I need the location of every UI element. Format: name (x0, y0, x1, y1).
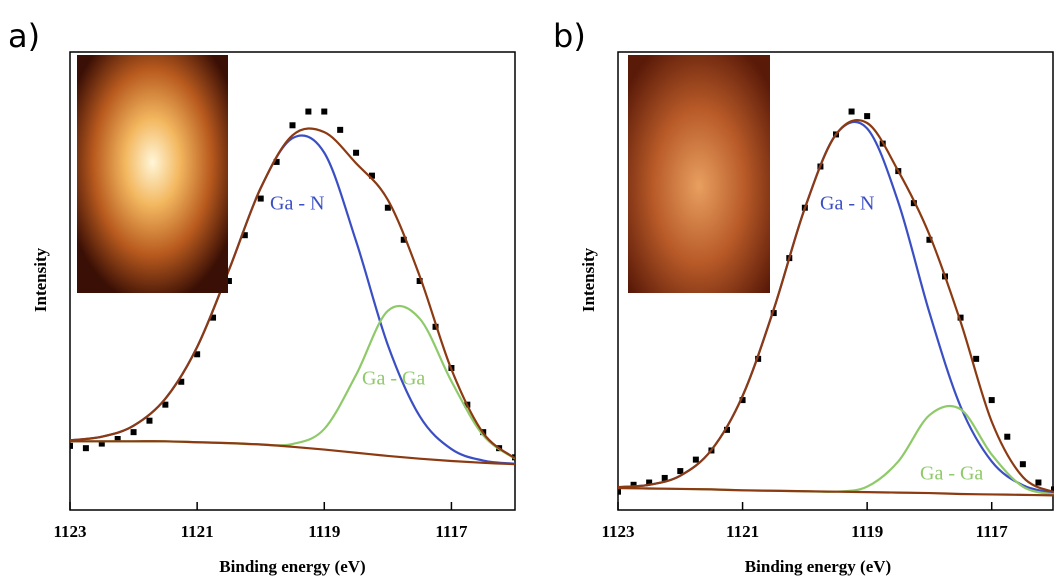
x-tick-label: 1121 (181, 522, 214, 541)
data-point (770, 310, 777, 317)
data-point (1035, 479, 1042, 486)
data-point (130, 429, 137, 436)
data-point (146, 417, 153, 424)
curve-label: Ga - Ga (920, 463, 983, 485)
plot-frame (617, 51, 1054, 511)
data-point (257, 195, 264, 202)
data-point (273, 158, 280, 165)
curve-label: Ga - Ga (362, 368, 425, 390)
curve-label: Ga - N (270, 193, 324, 215)
data-point (70, 442, 73, 449)
data-point (162, 401, 169, 408)
data-point (1019, 461, 1026, 468)
data-point (210, 314, 217, 321)
data-point (400, 236, 407, 243)
data-point (178, 378, 185, 385)
x-tick-label: 1123 (53, 522, 86, 541)
data-point (910, 200, 917, 207)
x-tick-label: 1119 (851, 522, 883, 541)
plot-area (618, 108, 1054, 497)
fit-curve (618, 486, 1054, 497)
y-axis-label: Intensity (31, 247, 50, 312)
y-axis-label: Intensity (579, 247, 598, 312)
data-point (739, 397, 746, 404)
data-point (289, 122, 296, 129)
plot-area (70, 108, 515, 466)
component-curve (618, 404, 1054, 496)
data-point (1051, 486, 1054, 493)
afm-inset (77, 55, 228, 293)
data-point (321, 108, 328, 115)
data-point (241, 232, 248, 239)
panel-label: a) (8, 17, 40, 55)
data-point (353, 149, 360, 156)
data-point (337, 126, 344, 133)
data-point (384, 204, 391, 211)
data-point (1004, 433, 1011, 440)
data-point (957, 314, 964, 321)
x-axis-label: Binding energy (eV) (745, 557, 891, 576)
data-point (82, 445, 89, 452)
data-point (677, 468, 684, 475)
fit-curve (70, 127, 515, 460)
data-point (646, 479, 653, 486)
x-tick-label: 1119 (308, 522, 340, 541)
data-point (848, 108, 855, 115)
data-point (618, 488, 621, 495)
x-tick-label: 1117 (976, 522, 1009, 541)
data-point (630, 481, 637, 488)
data-point (305, 108, 312, 115)
data-point (194, 351, 201, 358)
data-point (864, 113, 871, 120)
data-point (114, 436, 121, 443)
data-point (98, 440, 105, 447)
x-tick-label: 1123 (601, 522, 634, 541)
x-tick-label: 1121 (726, 522, 759, 541)
data-point (368, 172, 375, 179)
afm-inset (628, 55, 770, 293)
data-point (724, 426, 730, 433)
curve-label: Ga - N (820, 193, 874, 215)
data-point (661, 474, 668, 481)
data-point (973, 355, 980, 362)
plot-frame (69, 51, 516, 511)
data-point (926, 236, 933, 243)
x-axis-label: Binding energy (eV) (219, 557, 365, 576)
data-point (755, 355, 762, 362)
fit-curve (618, 119, 1054, 494)
data-point (416, 278, 423, 284)
data-point (225, 278, 232, 284)
component-curve (70, 304, 515, 460)
panel-label: b) (553, 17, 586, 55)
data-point (692, 456, 699, 463)
fit-curve (70, 440, 515, 466)
x-tick-label: 1117 (435, 522, 468, 541)
data-point (988, 397, 995, 404)
